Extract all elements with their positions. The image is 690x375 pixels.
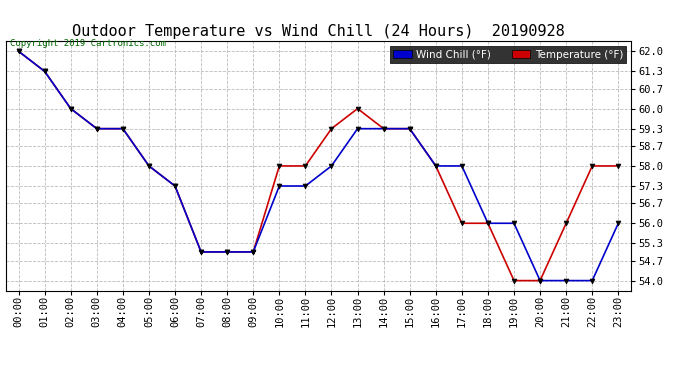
Text: Copyright 2019 Cartronics.com: Copyright 2019 Cartronics.com [10,39,166,48]
Title: Outdoor Temperature vs Wind Chill (24 Hours)  20190928: Outdoor Temperature vs Wind Chill (24 Ho… [72,24,565,39]
Legend: Wind Chill (°F), Temperature (°F): Wind Chill (°F), Temperature (°F) [390,46,626,63]
